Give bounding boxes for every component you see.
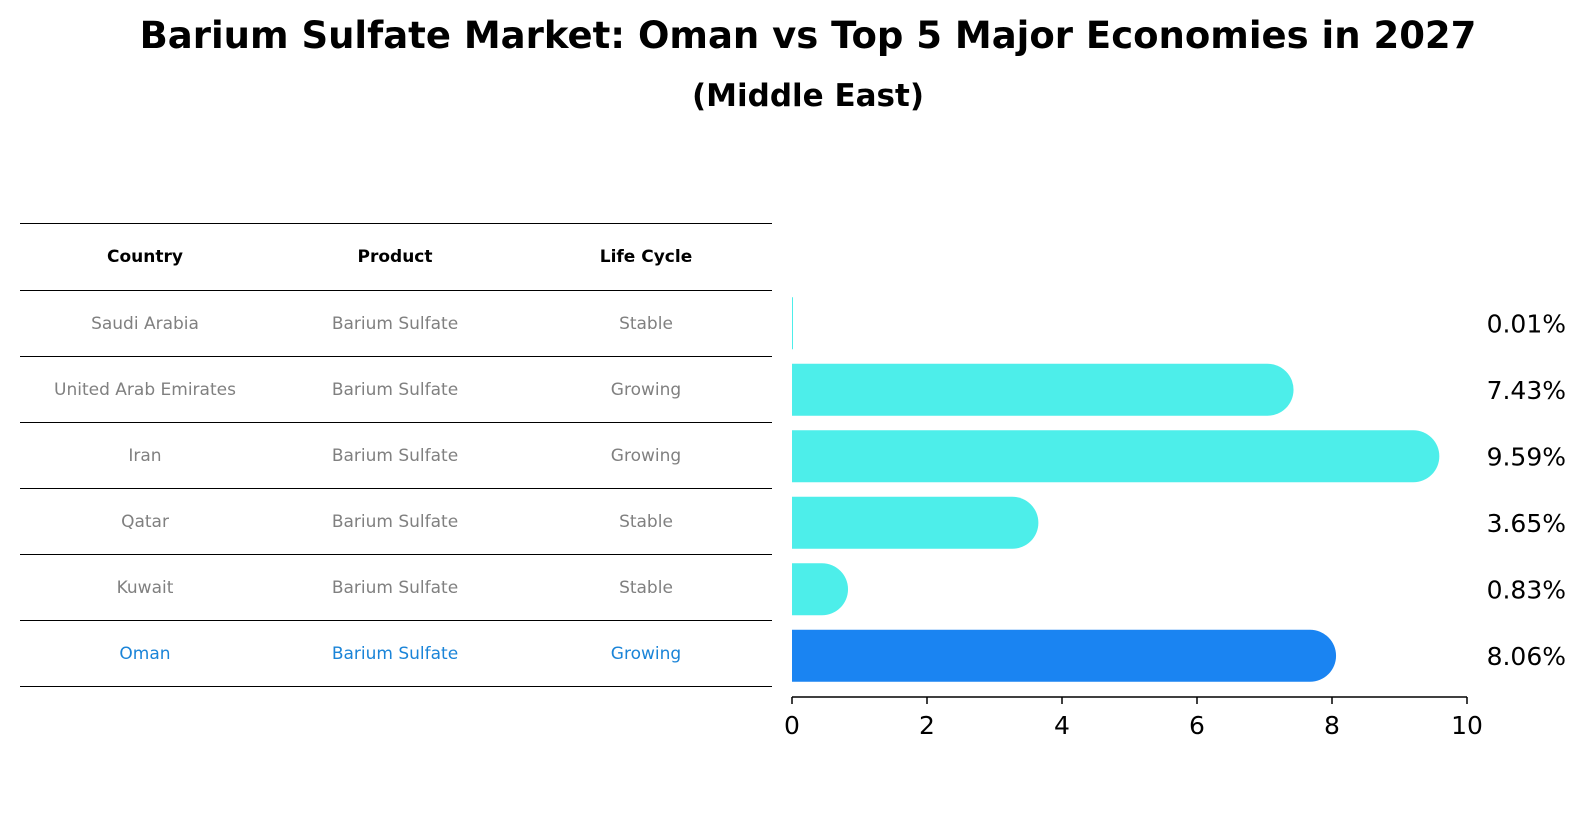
cell-product: Barium Sulfate (270, 290, 520, 357)
bar-qatar (792, 496, 1039, 549)
value-label: 9.59% (1487, 442, 1566, 471)
value-label: 7.43% (1487, 376, 1566, 405)
table-row: United Arab Emirates Barium Sulfate Grow… (20, 356, 772, 423)
cell-life-cycle: Stable (520, 488, 772, 555)
header-product: Product (270, 223, 520, 291)
chart-subtitle: (Middle East) (691, 78, 924, 114)
x-tick-label: 4 (1054, 711, 1070, 740)
cell-country: Oman (20, 620, 270, 687)
value-label: 0.01% (1487, 309, 1566, 338)
bar-united-arab-emirates (792, 363, 1294, 416)
bar-iran (792, 430, 1440, 483)
cell-country: Iran (20, 422, 270, 489)
cell-product: Barium Sulfate (270, 422, 520, 489)
table-row: Saudi Arabia Barium Sulfate Stable (20, 290, 772, 357)
table-header-row: Country Product Life Cycle (20, 223, 772, 291)
cell-life-cycle: Stable (520, 554, 772, 621)
cell-country: Qatar (20, 488, 270, 555)
bar-oman (792, 629, 1337, 682)
header-life-cycle: Life Cycle (520, 223, 772, 291)
table-row: Kuwait Barium Sulfate Stable (20, 554, 772, 621)
data-table: Country Product Life Cycle Saudi Arabia … (20, 223, 772, 687)
cell-country: United Arab Emirates (20, 356, 270, 423)
table-row: Iran Barium Sulfate Growing (20, 422, 772, 489)
cell-product: Barium Sulfate (270, 356, 520, 423)
value-label: 0.83% (1487, 575, 1566, 604)
header-country: Country (20, 223, 270, 291)
table-row-highlight: Oman Barium Sulfate Growing (20, 620, 772, 687)
x-tick-label: 6 (1189, 711, 1205, 740)
cell-life-cycle: Growing (520, 620, 772, 687)
x-tick-label: 0 (784, 711, 800, 740)
bar-kuwait (792, 563, 849, 616)
cell-country: Saudi Arabia (20, 290, 270, 357)
cell-product: Barium Sulfate (270, 488, 520, 555)
value-label: 8.06% (1487, 642, 1566, 671)
cell-life-cycle: Stable (520, 290, 772, 357)
value-label: 3.65% (1487, 509, 1566, 538)
x-tick-label: 8 (1324, 711, 1340, 740)
cell-life-cycle: Growing (520, 356, 772, 423)
chart-title: Barium Sulfate Market: Oman vs Top 5 Maj… (139, 14, 1477, 57)
cell-product: Barium Sulfate (270, 620, 520, 687)
table-row: Qatar Barium Sulfate Stable (20, 488, 772, 555)
x-tick-label: 10 (1451, 711, 1483, 740)
bar-saudi-arabia (792, 297, 793, 350)
cell-life-cycle: Growing (520, 422, 772, 489)
x-tick-label: 2 (919, 711, 935, 740)
cell-country: Kuwait (20, 554, 270, 621)
